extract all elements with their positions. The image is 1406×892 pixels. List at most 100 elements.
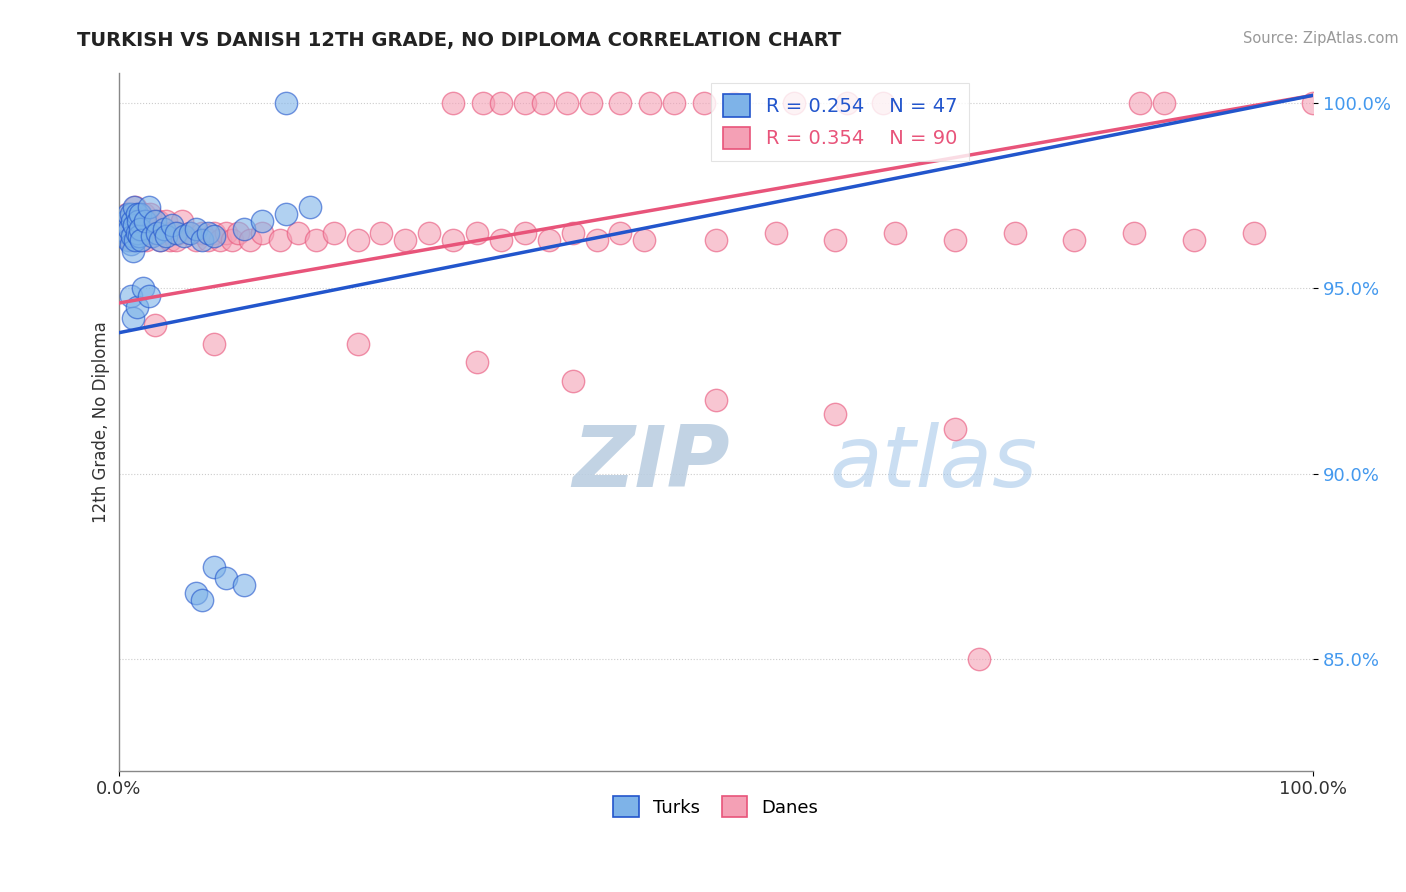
Point [943, 422, 966, 436]
Point [127, 214, 149, 228]
Point [638, 95, 661, 110]
Point [872, 95, 894, 110]
Point [1243, 226, 1265, 240]
Text: Source: ZipAtlas.com: Source: ZipAtlas.com [1243, 31, 1399, 46]
Point [250, 226, 273, 240]
Point [633, 233, 655, 247]
Point [131, 214, 153, 228]
Point [693, 95, 716, 110]
Point [165, 226, 187, 240]
Point [141, 229, 163, 244]
Point [127, 214, 149, 228]
Point [125, 226, 148, 240]
Point [322, 226, 344, 240]
Point [197, 226, 219, 240]
Point [138, 226, 160, 240]
Point [170, 214, 193, 228]
Point [173, 229, 195, 244]
Point [215, 226, 238, 240]
Point [128, 207, 150, 221]
Point [305, 233, 328, 247]
Point [118, 222, 141, 236]
Point [274, 95, 297, 110]
Point [191, 593, 214, 607]
Point [117, 207, 139, 221]
Point [128, 229, 150, 244]
Point [609, 95, 631, 110]
Point [197, 233, 219, 247]
Point [122, 214, 145, 228]
Point [202, 229, 225, 244]
Point [131, 233, 153, 247]
Point [125, 300, 148, 314]
Point [146, 214, 169, 228]
Point [131, 233, 153, 247]
Point [298, 200, 321, 214]
Point [884, 226, 907, 240]
Point [472, 95, 495, 110]
Point [233, 222, 256, 236]
Point [120, 207, 142, 221]
Point [186, 222, 208, 236]
Point [579, 95, 602, 110]
Point [179, 226, 201, 240]
Point [226, 226, 249, 240]
Point [202, 559, 225, 574]
Point [202, 226, 225, 240]
Point [132, 207, 155, 221]
Point [115, 207, 138, 221]
Point [1123, 226, 1146, 240]
Point [162, 218, 184, 232]
Text: ZIP: ZIP [572, 422, 730, 505]
Point [121, 214, 143, 228]
Point [1063, 233, 1085, 247]
Point [115, 226, 138, 240]
Point [609, 226, 631, 240]
Point [489, 95, 512, 110]
Point [1153, 95, 1175, 110]
Point [215, 571, 238, 585]
Point [394, 233, 416, 247]
Point [465, 226, 488, 240]
Point [120, 288, 142, 302]
Point [143, 318, 166, 333]
Text: atlas: atlas [830, 422, 1038, 505]
Point [269, 233, 291, 247]
Point [153, 222, 176, 236]
Point [114, 214, 136, 228]
Point [143, 214, 166, 228]
Point [134, 214, 156, 228]
Point [561, 226, 583, 240]
Point [250, 214, 273, 228]
Point [136, 214, 159, 228]
Point [162, 226, 184, 240]
Point [146, 226, 169, 240]
Point [513, 226, 536, 240]
Point [135, 233, 157, 247]
Point [122, 200, 145, 214]
Point [531, 95, 554, 110]
Point [117, 233, 139, 247]
Point [221, 233, 243, 247]
Point [513, 95, 536, 110]
Point [186, 585, 208, 599]
Point [202, 337, 225, 351]
Text: TURKISH VS DANISH 12TH GRADE, NO DIPLOMA CORRELATION CHART: TURKISH VS DANISH 12TH GRADE, NO DIPLOMA… [77, 31, 842, 50]
Point [274, 207, 297, 221]
Point [149, 233, 172, 247]
Point [441, 233, 464, 247]
Point [125, 207, 148, 221]
Point [159, 233, 181, 247]
Point [346, 337, 368, 351]
Point [149, 233, 172, 247]
Point [704, 233, 727, 247]
Point [131, 281, 153, 295]
Point [765, 226, 787, 240]
Point [1182, 233, 1205, 247]
Point [233, 578, 256, 592]
Point [418, 226, 440, 240]
Point [723, 95, 745, 110]
Point [943, 233, 966, 247]
Point [118, 214, 141, 228]
Point [585, 233, 607, 247]
